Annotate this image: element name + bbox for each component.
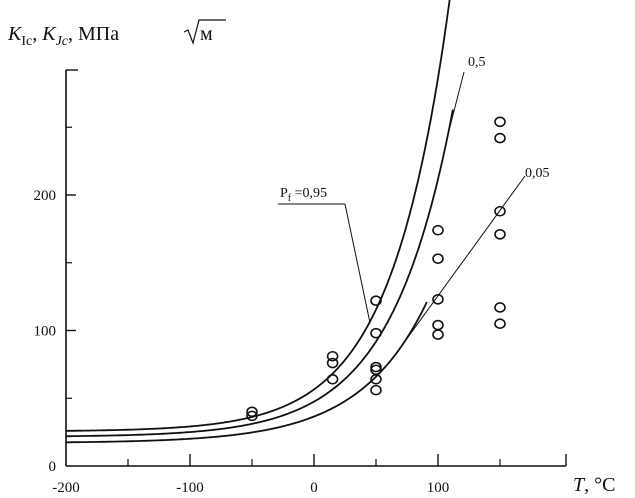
data-point [494,318,506,330]
x-title-units: , °C [584,474,615,496]
annot-label-0-5: 0,5 [468,55,486,70]
curve-0-5 [66,109,454,438]
y-title-sep1: , [32,23,42,45]
annot-value: 0,95 [303,186,328,201]
data-point [246,410,258,422]
y-title-sqrt-sign [183,19,226,45]
y-axis-title: KIc, KJc, МПа м [7,19,226,49]
x-tick-label: -200 [52,480,80,496]
y-tick-label: 0 [49,459,57,475]
annot-leader-0-5 [447,71,465,135]
annot-prefix: P [280,186,288,201]
y-title-k1-sub: Ic [21,34,32,49]
data-point [494,205,506,217]
data-point [432,319,444,331]
data-point [432,294,444,305]
y-title-units: МПа [78,23,119,45]
data-points [246,116,506,422]
data-point [326,357,339,369]
annot-label-0-05: 0,05 [525,166,550,181]
data-point [370,295,382,306]
x-title-symbol: T [573,474,586,496]
data-point [494,302,506,313]
svg-text:KIc, KJc, МПа: KIc, KJc, МПа [7,23,119,49]
data-point [370,384,382,396]
x-tick-label: 100 [427,480,450,496]
x-tick-label: -100 [176,480,204,496]
y-title-sep2: , [68,23,78,45]
data-point [370,373,382,385]
x-axis-title: T, °C [573,474,615,496]
data-point [432,224,444,236]
curve-0-95 [65,0,451,432]
y-title-k2: K [41,23,57,45]
annot-leader-0-95 [344,203,371,323]
data-point [326,350,339,362]
data-point [326,373,339,385]
annot-prefix-eq: = [291,186,303,201]
data-point [494,116,506,128]
axes: -200 -100 0 100 0 100 200 [34,69,567,496]
svg-text:T, °C: T, °C [573,474,615,496]
x-tick-label: 0 [310,480,318,496]
data-point [432,329,444,340]
curves [65,0,454,444]
data-point [370,327,382,339]
curve-0-05 [66,301,428,444]
annot-prefix-sub: f [288,193,292,204]
data-point [494,132,506,144]
annotations: Pf =0,95 0,5 0,05 [278,55,550,356]
y-title-k2-sub: Jc [56,34,69,49]
y-title-root: м [200,23,213,45]
annot-leader-0-05 [394,175,526,356]
y-title-k1: K [7,23,23,45]
y-tick-label: 200 [34,188,57,204]
annot-label-0-95: Pf =0,95 [280,186,327,204]
y-tick-label: 100 [34,324,57,340]
data-point [432,253,444,264]
data-point [246,406,258,418]
data-point [494,228,506,240]
